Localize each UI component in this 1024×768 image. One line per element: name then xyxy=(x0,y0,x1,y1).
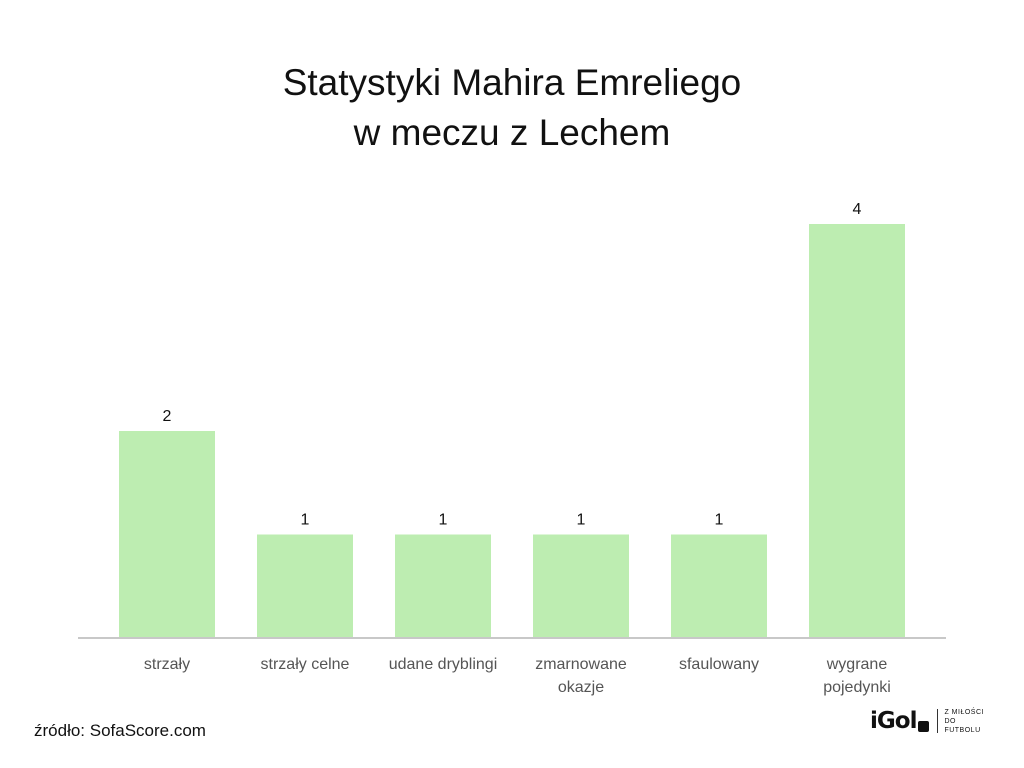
logo-wordmark: iGol xyxy=(870,708,917,734)
chart-title: Statystyki Mahira Emreliego w meczu z Le… xyxy=(0,58,1024,158)
source-note: źródło: SofaScore.com xyxy=(34,721,206,740)
bar-4 xyxy=(671,534,767,638)
logo-tagline-line-2: DO FUTBOLU xyxy=(944,717,981,734)
category-label-5-line-1: wygrane xyxy=(826,656,888,673)
data-label-0: 2 xyxy=(163,408,172,425)
logo-tagline: Z MIŁOŚCI DO FUTBOLU xyxy=(944,708,994,735)
data-label-2: 1 xyxy=(439,512,448,529)
logo-divider xyxy=(937,709,939,733)
logo-tagline-line-1: Z MIŁOŚCI xyxy=(944,708,984,716)
data-label-3: 1 xyxy=(577,512,586,529)
bar-5 xyxy=(809,224,905,638)
category-label-1: strzały celne xyxy=(261,656,350,673)
bar-3 xyxy=(533,534,629,638)
category-label-2: udane dryblingi xyxy=(389,656,498,673)
category-label-4: sfaulowany xyxy=(679,656,759,673)
bar-1 xyxy=(257,534,353,638)
category-label-3-line-1: zmarnowane xyxy=(535,656,627,673)
chart-title-line-1: Statystyki Mahira Emreliego xyxy=(282,62,742,103)
bar-2 xyxy=(395,534,491,638)
igol-logo: iGol Z MIŁOŚCI DO FUTBOLU xyxy=(870,703,994,739)
category-label-3-line-2: okazje xyxy=(558,679,604,696)
data-label-5: 4 xyxy=(853,201,862,218)
category-label-0: strzały xyxy=(144,656,190,673)
logo-badge-icon xyxy=(918,720,930,732)
chart-title-line-2: w meczu z Lechem xyxy=(353,112,671,153)
category-label-5-line-2: pojedynki xyxy=(823,679,891,696)
data-label-1: 1 xyxy=(301,512,310,529)
bar-0 xyxy=(119,431,215,638)
data-label-4: 1 xyxy=(715,512,724,529)
